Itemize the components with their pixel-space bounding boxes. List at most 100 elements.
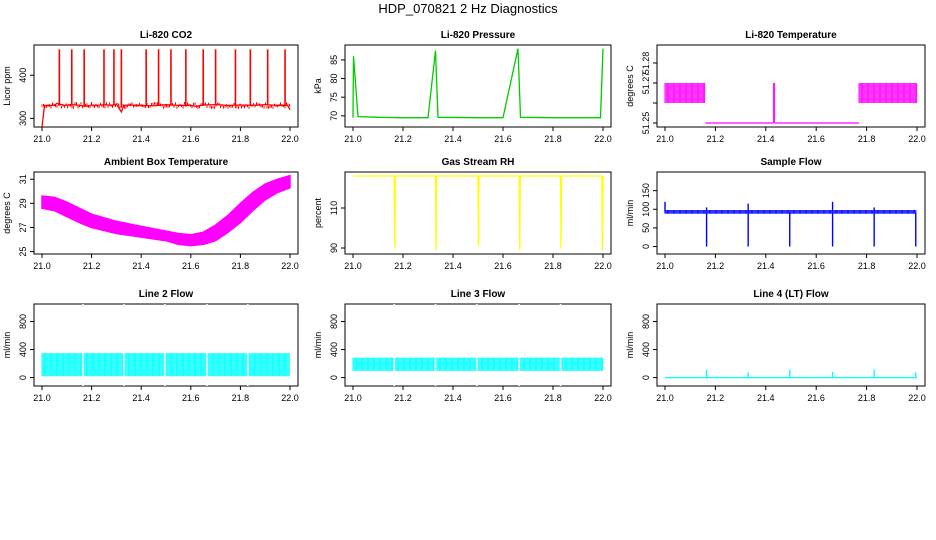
y-tick-label: 90 [329, 243, 339, 253]
series-line [352, 48, 604, 119]
x-tick-label: 21.4 [444, 134, 462, 144]
x-tick-label: 21.0 [33, 134, 51, 144]
chart-title: Ambient Box Temperature [104, 157, 229, 168]
x-tick-label: 22.0 [281, 261, 299, 271]
y-tick-label: 400 [329, 342, 339, 357]
plot-frame [344, 171, 612, 255]
y-tick-label: 100 [641, 202, 651, 217]
y-axis-label: ml/min [313, 332, 323, 359]
y-tick-label: 50 [641, 223, 651, 233]
y-tick-label: 85 [329, 55, 339, 65]
y-tick-label: 0 [641, 375, 651, 380]
y-tick-label: 0 [329, 375, 339, 380]
chart-title: Line 4 (LT) Flow [753, 289, 829, 300]
series-band [772, 83, 776, 123]
plot-frame [344, 303, 612, 387]
x-tick-label: 21.2 [83, 261, 101, 271]
x-tick-label: 21.2 [394, 393, 412, 403]
y-tick-label: 800 [18, 314, 28, 329]
series-band [858, 83, 918, 103]
x-tick-label: 21.8 [858, 134, 876, 144]
x-tick-label: 22.0 [594, 261, 612, 271]
chart-panel-3: Li-820 Temperature degrees C 21.0 21.2 21.4 2… [625, 30, 926, 144]
series-band [41, 174, 291, 247]
x-tick-label: 21.0 [344, 261, 362, 271]
y-tick-label: 150 [641, 183, 651, 198]
y-tick-label: 0 [641, 244, 651, 249]
x-tick-label: 21.2 [83, 134, 101, 144]
x-tick-label: 21.8 [858, 261, 876, 271]
data-layer [41, 174, 291, 247]
x-tick-label: 22.0 [594, 134, 612, 144]
series-line [353, 175, 604, 251]
x-tick-label: 21.8 [544, 393, 562, 403]
x-tick-label: 21.0 [656, 261, 674, 271]
x-tick-label: 22.0 [908, 393, 926, 403]
y-axis-label: percent [313, 197, 323, 228]
x-tick-label: 22.0 [281, 393, 299, 403]
y-tick-label: 300 [18, 111, 28, 126]
x-tick-label: 21.8 [232, 261, 250, 271]
y-tick-label: 110 [329, 201, 339, 215]
x-tick-label: 21.8 [232, 393, 250, 403]
x-tick-label: 21.4 [757, 393, 775, 403]
x-tick-label: 21.4 [132, 134, 150, 144]
x-tick-label: 21.0 [656, 134, 674, 144]
y-tick-label: 70 [329, 111, 339, 121]
y-tick-label: 400 [18, 342, 28, 357]
x-tick-label: 22.0 [908, 134, 926, 144]
y-tick-label: 51.27 [641, 72, 651, 95]
series-band [41, 353, 290, 377]
x-tick-label: 21.8 [858, 393, 876, 403]
y-tick-label: 800 [641, 314, 651, 329]
y-axis-label: kPa [313, 78, 323, 94]
plot-frame [33, 303, 299, 387]
y-tick-label: 27 [18, 222, 28, 232]
x-tick-label: 21.6 [807, 261, 825, 271]
chart-panel-6: Sample Flow ml/min 21.0 21.2 21.4 21.6 21.8 22.… [625, 157, 926, 271]
x-tick-label: 21.8 [544, 261, 562, 271]
chart-panel-7: Line 2 Flow ml/min 21.0 21.2 21.4 21.6 21.8 22.… [2, 289, 299, 403]
chart-title: Line 3 Flow [451, 289, 506, 300]
y-tick-label: 25 [18, 247, 28, 257]
x-tick-label: 21.6 [182, 393, 200, 403]
x-tick-label: 21.8 [232, 134, 250, 144]
x-tick-label: 21.6 [494, 393, 512, 403]
x-tick-label: 21.2 [707, 134, 725, 144]
chart-title: Li-820 Pressure [441, 30, 516, 41]
y-axis-label: ml/min [625, 332, 635, 359]
plot-frame [656, 171, 926, 255]
chart-title: Li-820 CO2 [140, 30, 193, 41]
x-tick-label: 21.4 [132, 261, 150, 271]
y-axis-label: ml/min [625, 200, 635, 227]
x-tick-label: 21.6 [807, 134, 825, 144]
x-tick-label: 21.0 [33, 393, 51, 403]
y-axis-label: degrees C [625, 65, 635, 107]
chart-panel-2: Li-820 Pressure kPa 21.0 21.2 21.4 21.6 21.8 22… [313, 30, 612, 144]
x-tick-label: 21.4 [444, 393, 462, 403]
y-tick-label: 400 [641, 342, 651, 357]
x-tick-label: 21.2 [394, 261, 412, 271]
x-tick-label: 21.6 [182, 134, 200, 144]
chart-panel-8: Line 3 Flow ml/min 21.0 21.2 21.4 21.6 21.8 22.… [313, 289, 612, 403]
plot-frame [656, 303, 926, 387]
chart-title: Sample Flow [760, 157, 821, 168]
plot-frame [344, 44, 612, 128]
page-title: HDP_070821 2 Hz Diagnostics [378, 1, 558, 16]
data-layer [352, 304, 604, 386]
chart-panel-9: Line 4 (LT) Flow ml/min 21.0 21.2 21.4 21.6 21… [625, 289, 926, 403]
y-tick-label: 31 [18, 174, 28, 184]
x-tick-label: 21.0 [344, 134, 362, 144]
data-layer [41, 304, 290, 386]
x-tick-label: 21.6 [807, 393, 825, 403]
x-tick-label: 21.0 [33, 261, 51, 271]
y-tick-label: 400 [18, 68, 28, 83]
plot-frame [33, 44, 299, 128]
x-tick-label: 21.8 [544, 134, 562, 144]
chart-panel-1: Li-820 CO2 Licor ppm 21.0 21.2 21.4 21.6 21.8 2… [2, 30, 299, 144]
x-tick-label: 21.0 [344, 393, 362, 403]
y-tick-label: 0 [18, 375, 28, 380]
series-noise [41, 102, 290, 109]
y-tick-label: 51.25 [641, 112, 651, 135]
chart-panel-5: Gas Stream RH percent 21.0 21.2 21.4 21.6 21.8… [313, 157, 612, 271]
